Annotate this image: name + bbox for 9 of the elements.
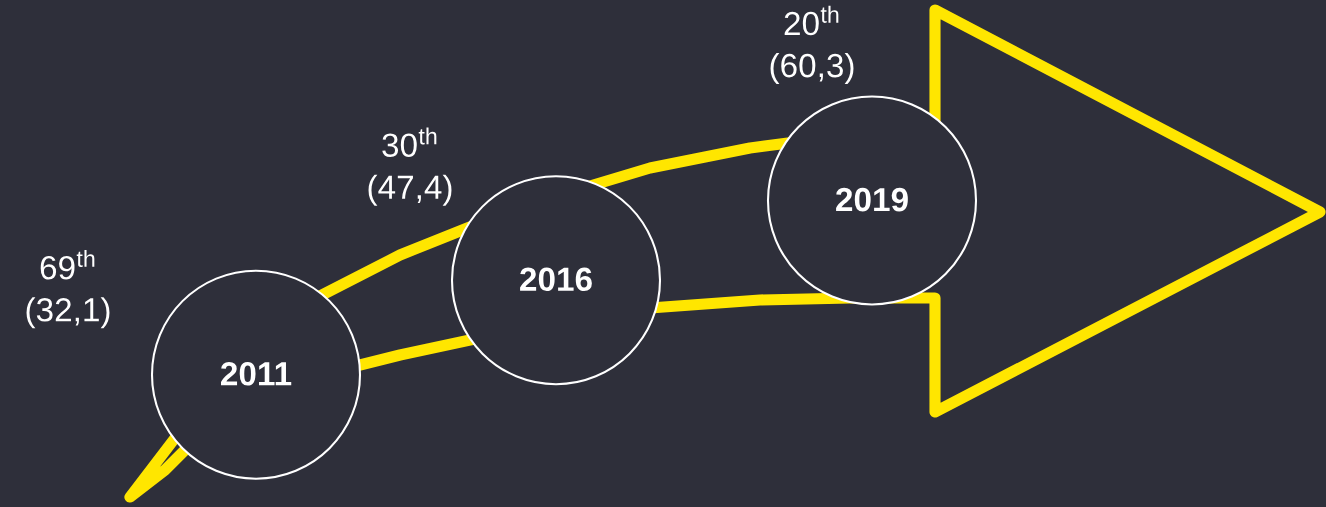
text: 20$^{th}$ xyxy=(784,5,839,36)
text: 69$^{th}$ xyxy=(40,249,95,280)
text: 30$^{th}$ xyxy=(382,127,437,158)
data-label: (60,3) xyxy=(770,52,854,85)
category-label: 2011 xyxy=(221,362,292,386)
category-label: 2019 xyxy=(836,187,908,212)
category-label: 2016 xyxy=(520,267,592,292)
data-label: (32,1) xyxy=(26,297,110,329)
data-label: (47,4) xyxy=(368,174,452,206)
